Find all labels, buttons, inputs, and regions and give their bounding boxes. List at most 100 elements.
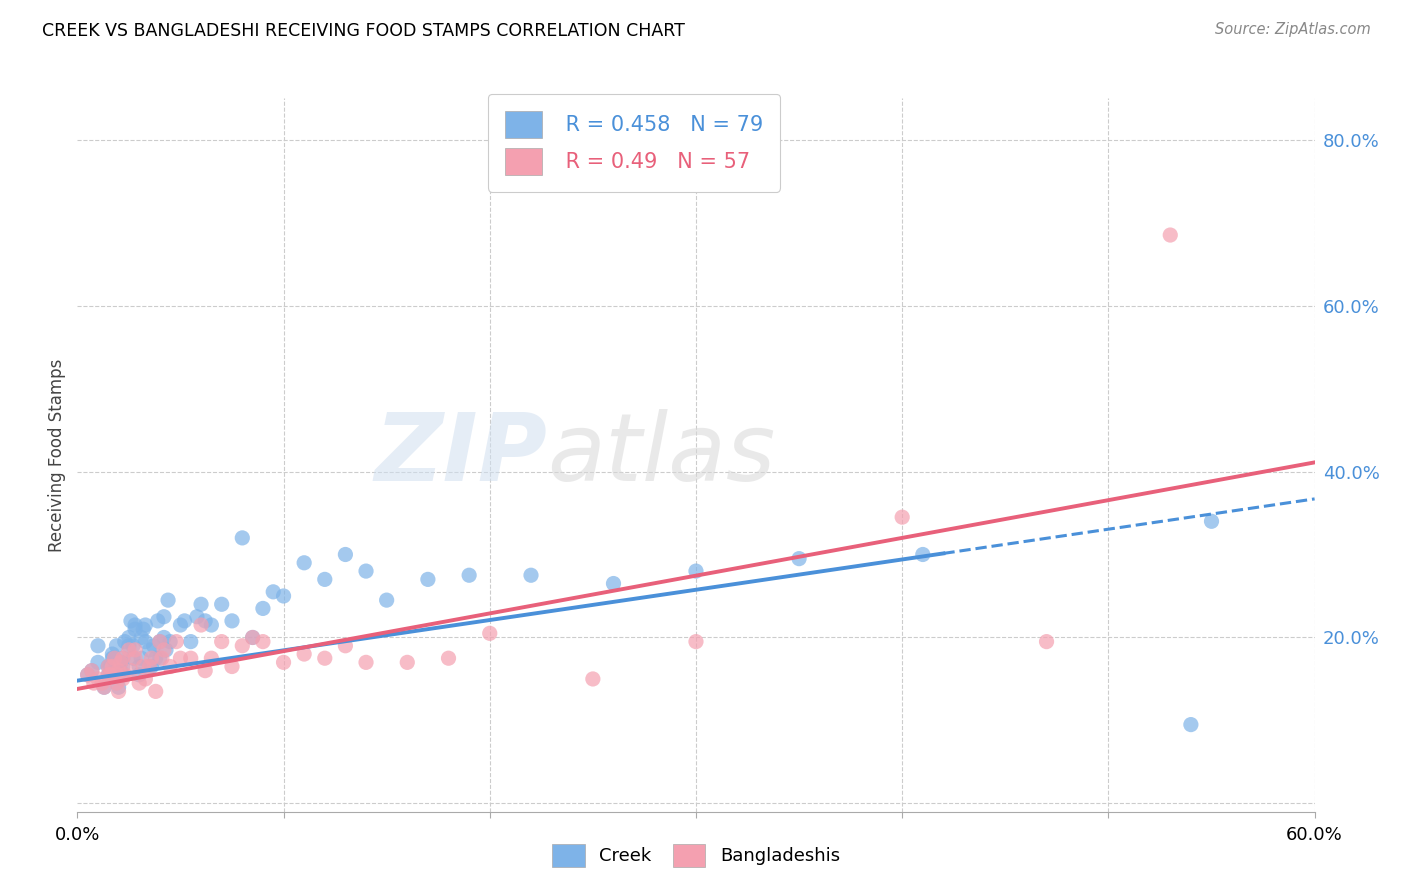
Point	[145, 651, 167, 665]
Point	[169, 618, 191, 632]
Point	[354, 656, 377, 670]
Point	[211, 634, 233, 648]
Point	[120, 664, 142, 678]
Point	[111, 672, 134, 686]
Point	[120, 614, 142, 628]
Point	[93, 680, 115, 694]
Point	[124, 618, 146, 632]
Point	[242, 631, 264, 645]
Point	[101, 647, 124, 661]
Point	[107, 680, 129, 694]
Point	[582, 672, 605, 686]
Point	[221, 614, 243, 628]
Point	[416, 573, 439, 587]
Point	[111, 659, 134, 673]
Point	[134, 618, 156, 632]
Point	[891, 510, 914, 524]
Point	[155, 643, 177, 657]
Point	[911, 548, 934, 562]
Point	[685, 634, 707, 648]
Point	[80, 664, 103, 678]
Point	[142, 639, 165, 653]
Point	[685, 564, 707, 578]
Point	[375, 593, 398, 607]
Point	[124, 643, 146, 657]
Point	[157, 593, 180, 607]
Point	[101, 651, 124, 665]
Point	[105, 639, 128, 653]
Y-axis label: Receiving Food Stamps: Receiving Food Stamps	[48, 359, 66, 551]
Point	[292, 647, 315, 661]
Point	[107, 668, 129, 682]
Point	[520, 568, 543, 582]
Point	[159, 634, 181, 648]
Point	[149, 634, 172, 648]
Point	[200, 618, 222, 632]
Text: CREEK VS BANGLADESHI RECEIVING FOOD STAMPS CORRELATION CHART: CREEK VS BANGLADESHI RECEIVING FOOD STAM…	[42, 22, 685, 40]
Point	[396, 656, 419, 670]
Point	[1035, 634, 1057, 648]
Point	[437, 651, 460, 665]
Point	[194, 614, 217, 628]
Point	[134, 672, 156, 686]
Point	[190, 597, 212, 611]
Point	[83, 676, 105, 690]
Point	[107, 659, 129, 673]
Point	[98, 668, 121, 682]
Point	[354, 564, 377, 578]
Point	[118, 639, 141, 653]
Point	[114, 668, 136, 682]
Point	[97, 659, 120, 673]
Text: ZIP: ZIP	[374, 409, 547, 501]
Point	[602, 576, 624, 591]
Point	[87, 656, 110, 670]
Point	[110, 656, 132, 670]
Point	[242, 631, 264, 645]
Text: Source: ZipAtlas.com: Source: ZipAtlas.com	[1215, 22, 1371, 37]
Point	[145, 684, 167, 698]
Point	[129, 631, 152, 645]
Point	[134, 634, 156, 648]
Point	[211, 597, 233, 611]
Point	[314, 651, 336, 665]
Point	[186, 609, 208, 624]
Point	[110, 656, 132, 670]
Point	[103, 651, 125, 665]
Point	[107, 664, 129, 678]
Point	[149, 651, 172, 665]
Point	[97, 659, 120, 673]
Point	[787, 551, 810, 566]
Point	[252, 634, 274, 648]
Point	[252, 601, 274, 615]
Point	[103, 651, 125, 665]
Point	[114, 634, 136, 648]
Point	[76, 668, 98, 682]
Point	[1159, 227, 1181, 242]
Point	[124, 622, 146, 636]
Point	[458, 568, 481, 582]
Point	[231, 531, 253, 545]
Point	[132, 622, 155, 636]
Point	[173, 614, 195, 628]
Point	[194, 664, 217, 678]
Point	[153, 609, 176, 624]
Point	[110, 664, 132, 678]
Point	[87, 672, 110, 686]
Point	[146, 614, 169, 628]
Point	[153, 631, 176, 645]
Point	[221, 659, 243, 673]
Point	[262, 584, 284, 599]
Point	[153, 643, 176, 657]
Point	[273, 589, 295, 603]
Point	[110, 656, 132, 670]
Point	[138, 659, 160, 673]
Point	[138, 643, 160, 657]
Point	[87, 639, 110, 653]
Point	[200, 651, 222, 665]
Point	[76, 668, 98, 682]
Point	[132, 659, 155, 673]
Point	[91, 676, 114, 690]
Point	[111, 651, 134, 665]
Text: atlas: atlas	[547, 409, 776, 500]
Legend: Creek, Bangladeshis: Creek, Bangladeshis	[544, 837, 848, 874]
